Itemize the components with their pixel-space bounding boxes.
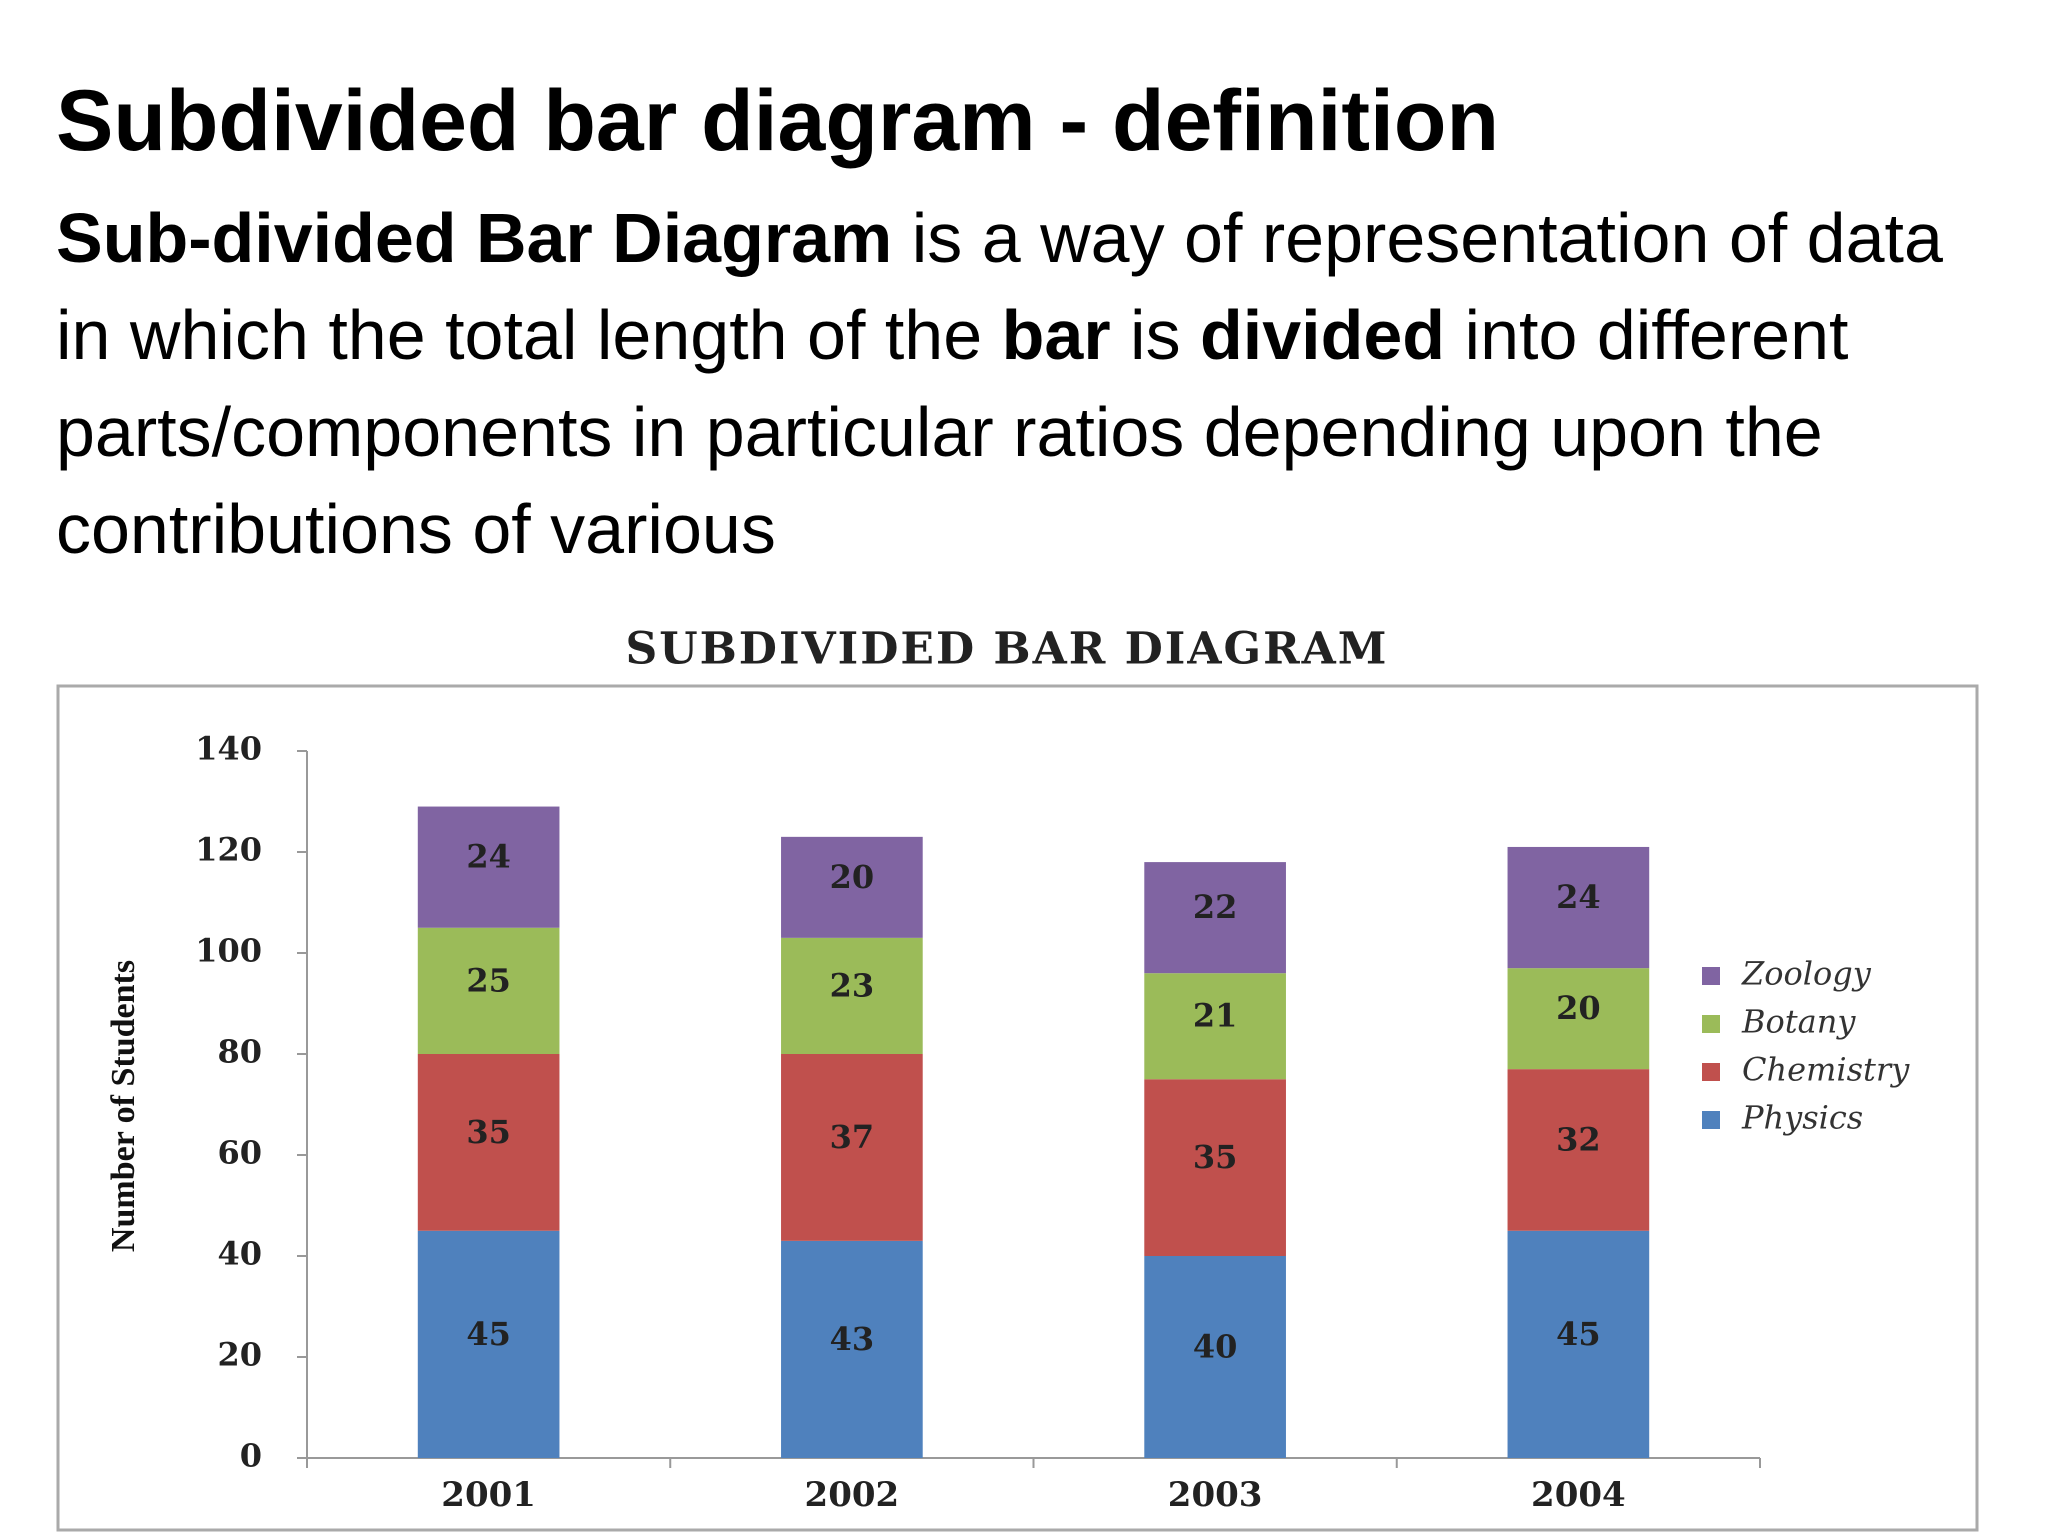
- data-label: 21: [1193, 997, 1238, 1035]
- chart-frame: [56, 684, 1979, 1532]
- bar-segment: [781, 937, 923, 1054]
- x-tick-label: 2001: [441, 1475, 536, 1515]
- legend-swatch: [1702, 1063, 1720, 1081]
- y-axis-label: Number of Students: [105, 960, 142, 1252]
- bar-segment: [1507, 968, 1650, 1070]
- legend-swatch: [1702, 1015, 1720, 1033]
- x-tick-label: 2003: [1168, 1475, 1263, 1515]
- y-tick-label: 0: [240, 1437, 262, 1475]
- text: is: [1110, 296, 1201, 374]
- definition-paragraph: Sub-divided Bar Diagram is a way of repr…: [56, 190, 2016, 578]
- data-label: 20: [830, 858, 875, 896]
- y-tick-label: 120: [195, 831, 262, 869]
- y-tick-label: 100: [195, 932, 262, 970]
- legend-label: Zoology: [1741, 955, 1872, 993]
- data-label: 24: [466, 838, 511, 876]
- data-label: 35: [1193, 1138, 1238, 1176]
- data-label: 35: [466, 1113, 511, 1151]
- x-tick-label: 2002: [805, 1475, 900, 1515]
- y-tick-label: 80: [217, 1033, 262, 1071]
- bar-segment: [1507, 1230, 1650, 1458]
- bar-segment: [1144, 973, 1286, 1080]
- bar-segment: [1144, 1079, 1286, 1256]
- y-tick-label: 40: [217, 1235, 262, 1273]
- data-label: 40: [1193, 1328, 1238, 1366]
- y-tick-label: 20: [217, 1336, 262, 1374]
- bar-segment: [1144, 1256, 1286, 1458]
- legend-label: Botany: [1741, 1003, 1856, 1041]
- bar-segment: [417, 927, 560, 1054]
- data-label: 20: [1556, 989, 1601, 1027]
- bar-segment: [1507, 846, 1650, 969]
- x-tick-label: 2004: [1531, 1475, 1626, 1515]
- data-label: 23: [830, 966, 875, 1004]
- text: is a way of representation of data in wh…: [56, 199, 1943, 374]
- legend-label: Physics: [1741, 1099, 1863, 1137]
- bold-text: Sub-divided Bar Diagram: [56, 199, 893, 277]
- bold-text: bar: [1001, 296, 1111, 374]
- y-tick-label: 60: [217, 1134, 262, 1172]
- data-label: 37: [830, 1118, 875, 1156]
- data-label: 32: [1556, 1120, 1601, 1158]
- bar-segment: [1144, 862, 1286, 974]
- bar-segment: [417, 1230, 560, 1458]
- bar-segment: [417, 806, 560, 928]
- legend-swatch: [1702, 1111, 1720, 1129]
- data-label: 25: [466, 961, 511, 999]
- text: into different parts/components in parti…: [56, 296, 1849, 568]
- bar-segment: [781, 1240, 923, 1458]
- bar-segment: [1507, 1069, 1650, 1231]
- legend-label: Chemistry: [1742, 1051, 1910, 1089]
- bar-segment: [781, 836, 923, 938]
- data-label: 43: [830, 1320, 875, 1358]
- slide-title: Subdivided bar diagram - definition: [56, 73, 1499, 169]
- y-tick-label: 140: [195, 730, 262, 768]
- data-label: 45: [1556, 1315, 1601, 1353]
- data-label: 24: [1556, 878, 1601, 916]
- chart-title: SUBDIVIDED BAR DIAGRAM: [625, 624, 1388, 675]
- bold-text: divided: [1200, 296, 1446, 374]
- bar-segment: [781, 1054, 923, 1241]
- data-label: 45: [466, 1315, 511, 1353]
- legend-swatch: [1702, 967, 1720, 985]
- bar-segment: [417, 1054, 560, 1231]
- data-label: 22: [1193, 888, 1238, 926]
